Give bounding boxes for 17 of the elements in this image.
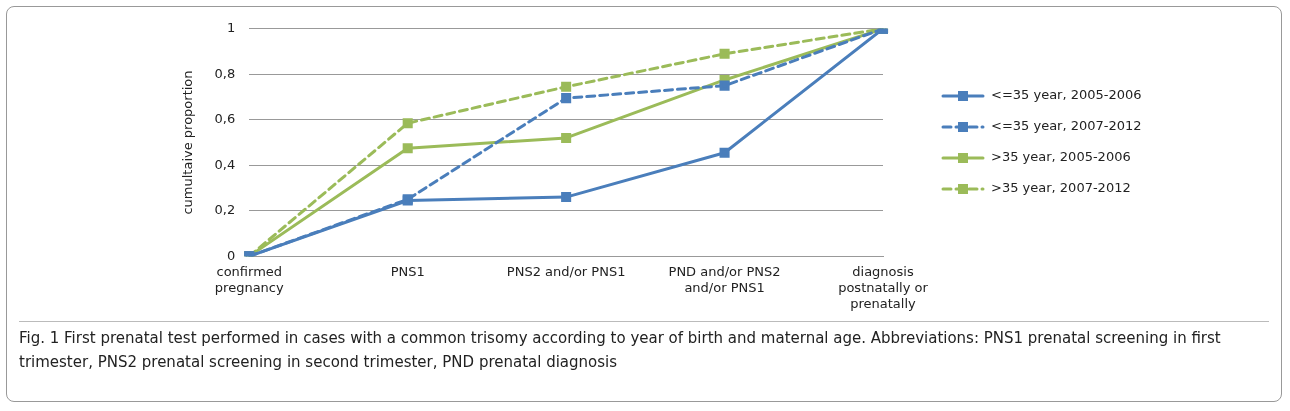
legend-label: >35 year, 2007-2012 <box>991 180 1131 196</box>
x-tick-label: PNS2 and/or PNS1 <box>506 264 626 280</box>
x-tick-label: diagnosis postnatally or prenatally <box>838 264 929 311</box>
y-tick-label: 0,2 <box>214 202 236 218</box>
legend-label: >35 year, 2005-2006 <box>991 149 1131 165</box>
y-tick-label: 0 <box>226 247 236 263</box>
y-tick-label: 0,8 <box>214 65 236 81</box>
y-axis-title: cumultaive proportion <box>180 70 196 215</box>
y-tick-label: 1 <box>226 20 236 36</box>
legend-label: <=35 year, 2005-2006 <box>991 87 1142 103</box>
y-tick-label: 0,6 <box>214 111 236 127</box>
legend-label: <=35 year, 2007-2012 <box>991 118 1142 134</box>
y-tick-label: 0,4 <box>214 156 236 172</box>
x-tick-label: confirmed pregnancy <box>214 264 284 295</box>
x-tick-label: PNS1 <box>390 264 425 280</box>
caption: Fig. 1 First prenatal test performed in cases with a common trisomy according to year of birth and maternal age. Abbreviations: PNS1 prenatal screening in first trimester, PNS2 prenatal screening in second trimester, PND prenatal diagnosis <box>19 328 1222 373</box>
x-tick-label: PND and/or PNS2 and/or PNS1 <box>668 264 781 295</box>
